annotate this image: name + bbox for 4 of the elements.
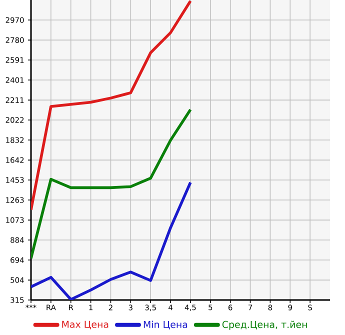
legend-label: Сред.Цена, т.йен bbox=[222, 320, 307, 330]
legend-label: Max Цена bbox=[62, 320, 108, 330]
line-series bbox=[31, 181, 192, 300]
legend-label: Min Цена bbox=[144, 320, 188, 330]
